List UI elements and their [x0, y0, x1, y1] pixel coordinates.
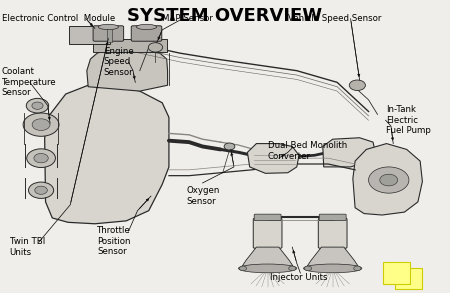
Circle shape [289, 266, 296, 271]
FancyBboxPatch shape [254, 214, 281, 221]
Circle shape [32, 102, 43, 109]
Text: SYSTEM OVERVIEW: SYSTEM OVERVIEW [127, 6, 323, 25]
Text: Vehicle Speed Sensor: Vehicle Speed Sensor [288, 14, 381, 23]
Circle shape [27, 149, 55, 168]
Circle shape [32, 119, 50, 130]
FancyBboxPatch shape [93, 26, 124, 41]
Ellipse shape [238, 264, 297, 273]
Bar [396, 268, 423, 289]
Text: MAP Sensor: MAP Sensor [162, 14, 213, 23]
FancyBboxPatch shape [253, 218, 282, 248]
Circle shape [28, 182, 54, 198]
Ellipse shape [136, 24, 157, 30]
Polygon shape [241, 247, 295, 268]
Ellipse shape [98, 24, 118, 30]
Circle shape [224, 143, 235, 150]
Polygon shape [93, 39, 166, 52]
Polygon shape [248, 144, 299, 173]
Polygon shape [353, 144, 423, 215]
Circle shape [148, 43, 162, 52]
FancyBboxPatch shape [107, 28, 112, 42]
Text: Engine
Speed
Sensor: Engine Speed Sensor [104, 47, 134, 77]
Polygon shape [87, 50, 167, 91]
Circle shape [239, 266, 247, 271]
Polygon shape [306, 247, 360, 268]
Text: Twin TBI
Units: Twin TBI Units [9, 237, 45, 257]
Ellipse shape [303, 264, 362, 273]
Circle shape [354, 266, 361, 271]
Circle shape [26, 98, 49, 113]
Circle shape [369, 167, 409, 193]
Circle shape [349, 80, 365, 91]
FancyBboxPatch shape [318, 218, 347, 248]
FancyBboxPatch shape [69, 26, 110, 44]
Circle shape [23, 113, 59, 136]
Circle shape [304, 266, 311, 271]
Text: Electronic Control  Module: Electronic Control Module [2, 14, 115, 23]
Polygon shape [323, 138, 375, 167]
Text: Oxygen
Sensor: Oxygen Sensor [187, 186, 220, 206]
Text: Dual Bed Monolith
Converter: Dual Bed Monolith Converter [268, 141, 347, 161]
Text: In-Tank
Electric
Fuel Pump: In-Tank Electric Fuel Pump [387, 105, 432, 135]
Circle shape [34, 154, 48, 163]
FancyBboxPatch shape [319, 214, 346, 221]
FancyBboxPatch shape [131, 26, 162, 41]
Polygon shape [45, 85, 169, 224]
Bar [383, 262, 410, 284]
Text: Throttle
Position
Sensor: Throttle Position Sensor [97, 226, 131, 256]
Text: Injector Units: Injector Units [270, 273, 327, 282]
Text: Coolant
Temperature
Sensor: Coolant Temperature Sensor [2, 67, 56, 97]
Circle shape [380, 174, 398, 186]
Circle shape [35, 186, 47, 194]
